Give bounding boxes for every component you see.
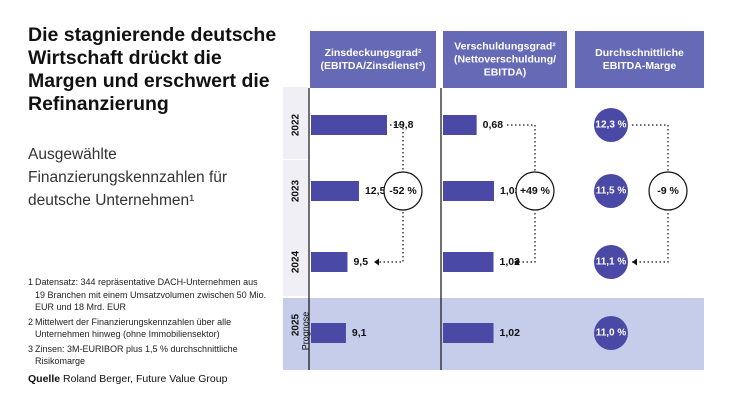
bar (311, 115, 387, 135)
column-header-label: Zinsdeckungsgrad² (325, 47, 422, 59)
data-label: 11,5 % (596, 186, 627, 197)
column-header (443, 31, 567, 88)
year-label: 2025 (291, 313, 302, 336)
bar (311, 252, 348, 272)
arrowhead (374, 258, 379, 266)
arrowhead (632, 258, 637, 266)
bar (311, 181, 359, 201)
column-header (310, 31, 436, 88)
change-label: -52 % (389, 185, 417, 197)
data-label: 12,5 (365, 185, 386, 197)
bar (311, 323, 346, 343)
bar (443, 181, 494, 201)
marker-circle (594, 108, 628, 142)
change-label: -9 % (657, 185, 679, 197)
column-header (575, 31, 704, 88)
footnote-number: 2 (28, 316, 34, 327)
year-label-box (283, 87, 308, 159)
data-label: 11,1 % (596, 257, 627, 268)
year-label: 2024 (291, 250, 302, 273)
change-circle (515, 171, 555, 211)
bar (443, 115, 477, 135)
footnote-3: 3 Zinsen: 3M-EURIBOR plus 1,5 % durchsch… (28, 343, 268, 368)
footnote-number: 3 (28, 343, 34, 354)
data-label: 1,03 (500, 185, 521, 197)
data-label: 9,1 (352, 327, 367, 339)
column-header-label: Verschuldungsgrad² (454, 40, 556, 52)
footnote-1: 1 Datensatz: 344 repräsentative DACH-Unt… (28, 276, 268, 314)
footnote-text: Datensatz: 344 repräsentative DACH-Unter… (35, 277, 267, 312)
source-text: Roland Berger, Future Value Group (63, 373, 228, 385)
data-label: 1,02 (500, 327, 521, 339)
data-label: 11,0 % (596, 328, 627, 339)
footnote-text: Zinsen: 3M-EURIBOR plus 1,5 % durchschni… (35, 343, 238, 367)
year-label: 2023 (291, 179, 302, 202)
column-header-label: EBITDA) (484, 66, 527, 78)
bar (443, 323, 494, 343)
data-label: 9,5 (353, 256, 368, 268)
column-header-label: Durchschnittliche (595, 47, 684, 59)
column-header-label: EBITDA-Marge (603, 60, 677, 72)
arrowhead (514, 258, 519, 266)
year-label-box (283, 160, 308, 232)
footnote-number: 1 (28, 277, 34, 287)
marker-circle (594, 316, 628, 350)
bar (443, 252, 494, 272)
page-title: Die stagnierende deutsche Wirtschaft drü… (28, 24, 277, 115)
change-circle (383, 171, 423, 211)
data-label: 1,02 (500, 256, 521, 268)
footnote-text: Mittelwert der Finanzierungskennzahlen ü… (35, 316, 232, 340)
column-header-label: (EBITDA/Zinsdienst³) (321, 60, 426, 72)
marker-circle (594, 174, 628, 208)
change-circle (648, 171, 688, 211)
change-label: +49 % (520, 185, 551, 197)
data-label: 0,68 (483, 119, 504, 131)
year-label: 2022 (291, 113, 302, 136)
footnote-2: 2 Mittelwert der Finanzierungskennzahlen… (28, 316, 268, 341)
page-subtitle: Ausgewählte Finanzierungskennzahlen für … (28, 146, 228, 209)
column-header-label: (Nettoverschuldung/ (454, 53, 556, 65)
data-label: 12,3 % (595, 120, 626, 131)
marker-circle (594, 245, 628, 279)
forecast-label: Prognose (300, 312, 310, 351)
footnotes: 1 Datensatz: 344 repräsentative DACH-Unt… (28, 276, 268, 370)
source-label: Quelle (28, 373, 61, 385)
source-line: Quelle Roland Berger, Future Value Group (28, 373, 227, 385)
year-label-box (283, 229, 308, 296)
